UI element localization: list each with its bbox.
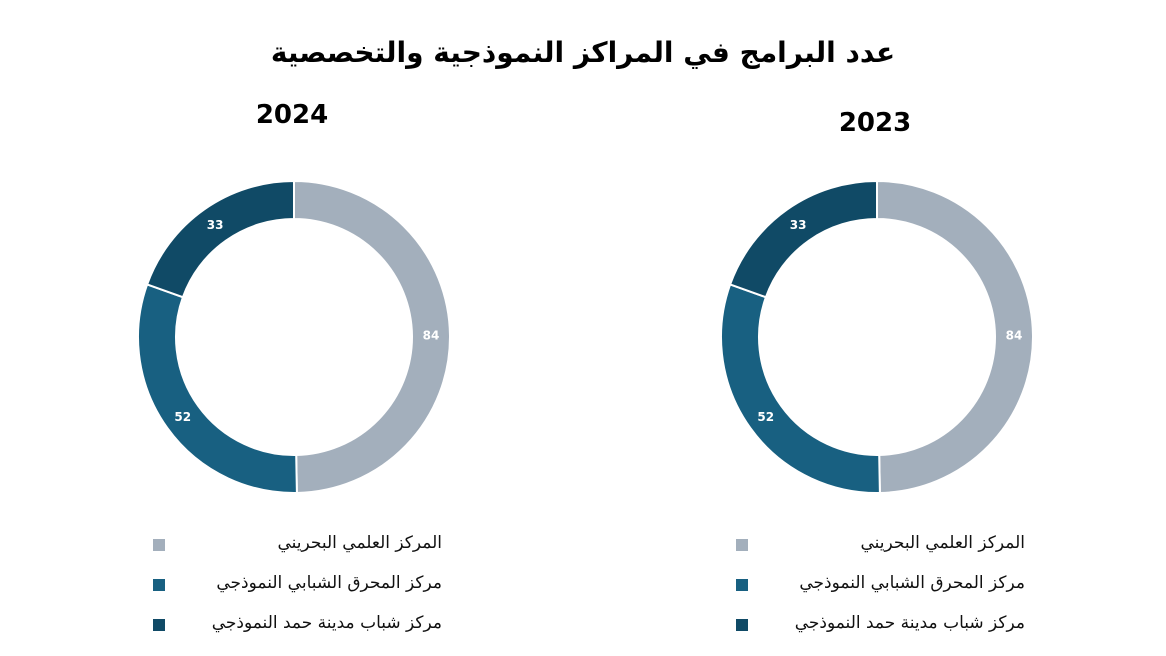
legend-label: المركز العلمي البحريني [277,533,442,553]
slice-value-label: 33 [207,218,224,232]
legend-item-science-center: المركز العلمي البحريني [150,533,450,555]
donut-chart-2024: 84 52 33 [137,179,451,494]
slice-hamad-town-center [728,179,878,299]
slice-science-center [293,179,451,494]
legend-item-muharraq-center: مركز المحرق الشبابي النموذجي [150,573,450,595]
legend-item-hamad-town-center: مركز شباب مدينة حمد النموذجي [150,613,450,635]
legend-label: مركز المحرق الشبابي النموذجي [216,573,442,593]
year-title-2023: 2023 [838,108,912,138]
donut-chart-2023: 84 52 33 [720,179,1034,494]
legend-swatch [736,619,748,631]
legend-swatch [153,579,165,591]
slice-value-label: 33 [790,218,807,232]
chart-title: عدد البرامج في المراكز النموذجية والتخصص… [270,36,896,69]
slice-value-label: 52 [757,410,774,424]
legend-swatch [153,619,165,631]
legend-swatch [736,539,748,551]
legend-label: مركز المحرق الشبابي النموذجي [799,573,1025,593]
slice-muharraq-center [720,283,881,494]
slice-hamad-town-center [145,179,295,299]
legend-2023: المركز العلمي البحريني مركز المحرق الشبا… [733,533,1033,655]
legend-label: مركز شباب مدينة حمد النموذجي [211,613,442,633]
legend-label: المركز العلمي البحريني [860,533,1025,553]
slice-value-label: 84 [423,329,440,343]
slice-muharraq-center [137,283,298,494]
legend-item-muharraq-center: مركز المحرق الشبابي النموذجي [733,573,1033,595]
legend-label: مركز شباب مدينة حمد النموذجي [794,613,1025,633]
legend-swatch [153,539,165,551]
year-title-2024: 2024 [255,100,329,130]
legend-item-hamad-town-center: مركز شباب مدينة حمد النموذجي [733,613,1033,635]
slice-value-label: 52 [174,410,191,424]
chart-panel-2023: 2023 84 52 33 المركز العلمي البحريني مركز … [583,0,1166,656]
slice-value-label: 84 [1006,329,1023,343]
legend-item-science-center: المركز العلمي البحريني [733,533,1033,555]
legend-2024: المركز العلمي البحريني مركز المحرق الشبا… [150,533,450,655]
chart-panel-2024: 2024 84 52 33 المركز العلمي البحريني مركز … [137,100,451,655]
slice-science-center [876,179,1034,494]
legend-swatch [736,579,748,591]
